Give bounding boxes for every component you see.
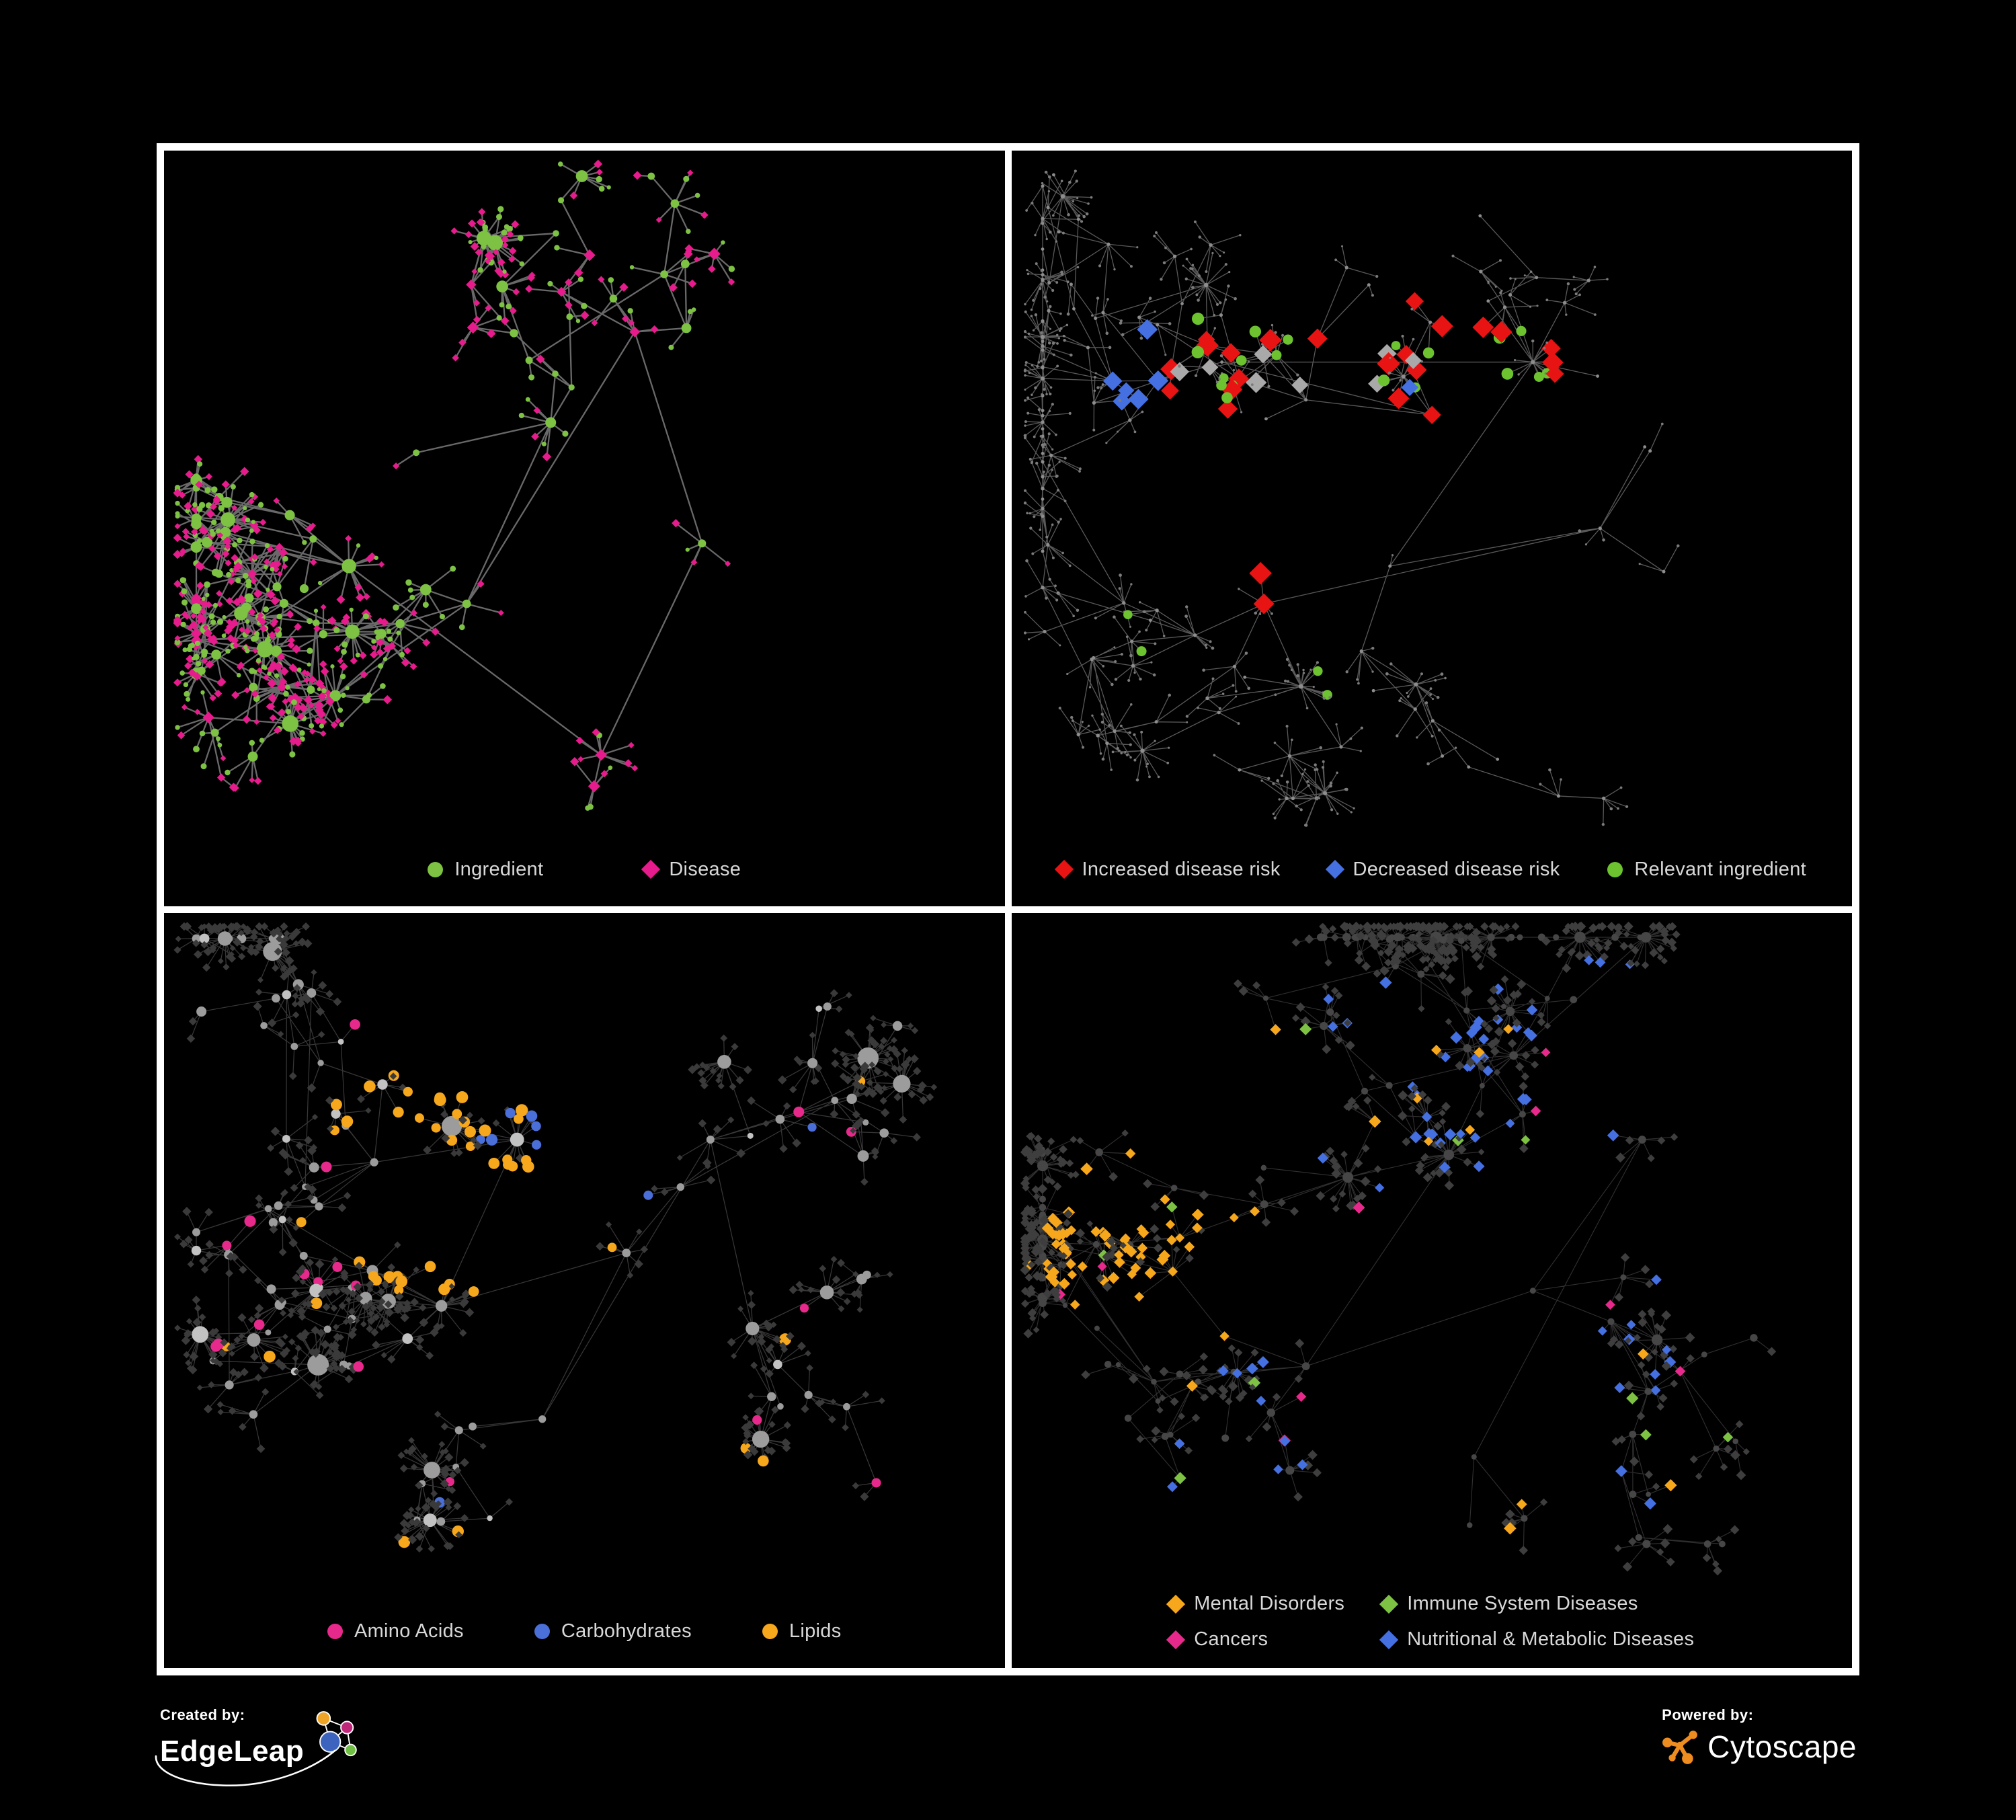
disease-diamond-icon	[641, 859, 661, 879]
created-by-label: Created by:	[160, 1706, 245, 1723]
powered-by-label: Powered by:	[1662, 1706, 1754, 1723]
legend-label: Disease	[669, 858, 741, 880]
legend-label: Amino Acids	[354, 1620, 464, 1642]
legend-label: Nutritional & Metabolic Diseases	[1407, 1628, 1695, 1650]
legend-label: Immune System Diseases	[1407, 1593, 1638, 1614]
legend-label: Lipids	[789, 1620, 842, 1642]
network-graph-ingredient-disease	[173, 159, 735, 811]
amino-acids-circle-icon	[327, 1624, 343, 1639]
legend-item-cancers: Cancers	[1166, 1628, 1268, 1651]
cytoscape-logo-icon	[1662, 1731, 1698, 1764]
legend-item-increased-risk: Increased disease risk	[1054, 858, 1281, 881]
legend-label: Increased disease risk	[1082, 858, 1281, 880]
legend-item-ingredient: Ingredient	[428, 859, 543, 881]
legend-item-nutritional-metabolic: Nutritional & Metabolic Diseases	[1379, 1628, 1695, 1651]
decreased-risk-diamond-icon	[1325, 859, 1344, 879]
network-graph-nutrient-classes	[173, 921, 938, 1552]
panel-ingredient-disease: Ingredient Disease	[164, 151, 1005, 906]
carbohydrates-circle-icon	[534, 1624, 550, 1639]
legend-item-carbohydrates: Carbohydrates	[534, 1620, 692, 1643]
relevant-ingredient-circle-icon	[1607, 861, 1623, 877]
created-by-block: Created by: EdgeLeap	[155, 1706, 362, 1787]
legend-nutrient-classes: Amino Acids Carbohydrates Lipids	[164, 1620, 1005, 1643]
legend-item-mental-disorders: Mental Disorders	[1166, 1593, 1345, 1615]
immune-diseases-diamond-icon	[1379, 1594, 1399, 1614]
legend-label: Carbohydrates	[561, 1620, 692, 1642]
mental-disorders-diamond-icon	[1166, 1594, 1186, 1614]
edgeleap-logo-icon	[316, 1711, 358, 1757]
legend-item-immune-diseases: Immune System Diseases	[1379, 1593, 1638, 1615]
legend-disease-categories: Mental Disorders Immune System Diseases …	[1012, 1593, 1853, 1651]
network-graph-disease-categories	[1020, 921, 1776, 1575]
nutritional-metabolic-diamond-icon	[1379, 1630, 1399, 1649]
legend-label: Cancers	[1194, 1628, 1268, 1650]
ingredient-circle-icon	[428, 861, 444, 877]
legend-item-amino-acids: Amino Acids	[327, 1620, 464, 1643]
legend-item-disease: Disease	[641, 858, 741, 881]
legend-item-relevant-ingredient: Relevant ingredient	[1607, 859, 1806, 881]
legend-label: Ingredient	[454, 858, 544, 880]
panel-disease-risk: Increased disease risk Decreased disease…	[1011, 151, 1853, 906]
legend-item-lipids: Lipids	[762, 1620, 842, 1643]
legend-ingredient-disease: Ingredient Disease	[164, 859, 1005, 881]
legend-label: Decreased disease risk	[1353, 858, 1560, 880]
lipids-circle-icon	[762, 1624, 778, 1639]
legend-label: Mental Disorders	[1194, 1593, 1345, 1614]
figure-grid: Ingredient Disease Increased disease ris…	[157, 143, 1859, 1675]
legend-disease-risk: Increased disease risk Decreased disease…	[1012, 859, 1853, 881]
edgeleap-wordmark: EdgeLeap	[160, 1735, 305, 1768]
powered-by-block: Powered by: Cytoscape	[1662, 1706, 1857, 1766]
legend-item-decreased-risk: Decreased disease risk	[1325, 858, 1560, 881]
panel-nutrient-classes: Amino Acids Carbohydrates Lipids	[164, 912, 1005, 1668]
cancers-diamond-icon	[1166, 1630, 1186, 1649]
legend-label: Relevant ingredient	[1634, 858, 1806, 880]
panel-disease-categories: Mental Disorders Immune System Diseases …	[1011, 912, 1853, 1668]
cytoscape-wordmark: Cytoscape	[1707, 1729, 1857, 1764]
network-graph-disease-risk	[1023, 169, 1679, 827]
increased-risk-diamond-icon	[1054, 859, 1074, 879]
